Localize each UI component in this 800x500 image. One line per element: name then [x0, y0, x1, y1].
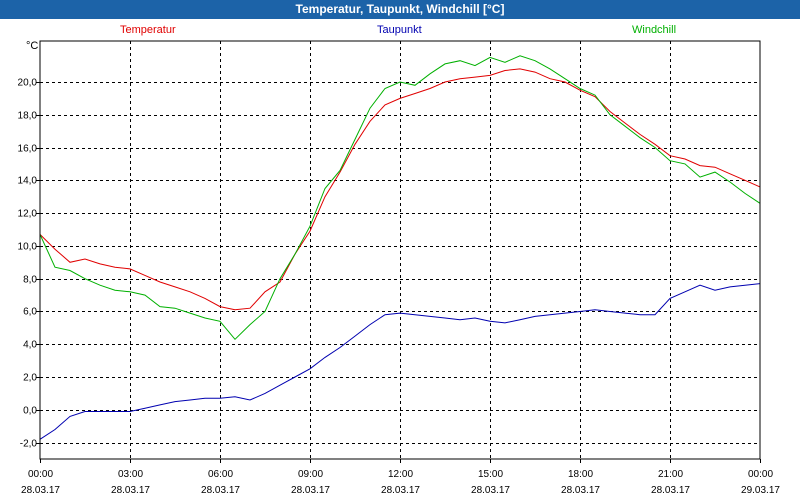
x-tick-date-label: 28.03.17: [21, 485, 60, 496]
y-tick-label: -2,0: [20, 439, 38, 450]
y-axis-unit-label: °C: [26, 40, 39, 52]
x-tick-time-label: 03:00: [118, 469, 143, 480]
x-tick-time-label: 00:00: [28, 469, 53, 480]
legend-item-taupunkt: Taupunkt: [377, 24, 422, 36]
x-tick-date-label: 29.03.17: [741, 485, 780, 496]
y-tick-label: 10,0: [18, 242, 38, 253]
series-line-taupunkt: [39, 283, 761, 440]
x-tick-date-label: 28.03.17: [471, 485, 510, 496]
y-tick-label: 20,0: [18, 78, 38, 89]
y-tick-label: 2,0: [23, 373, 37, 384]
y-tick-label: 4,0: [23, 340, 37, 351]
x-tick-date-label: 28.03.17: [291, 485, 330, 496]
x-tick-time-label: 21:00: [658, 469, 683, 480]
chart-title: Temperatur, Taupunkt, Windchill [°C]: [0, 0, 800, 19]
x-tick-time-label: 06:00: [208, 469, 233, 480]
y-tick-label: 8,0: [23, 275, 37, 286]
y-tick-label: 14,0: [18, 176, 38, 187]
x-tick-date-label: 28.03.17: [201, 485, 240, 496]
x-tick-time-label: 18:00: [568, 469, 593, 480]
series-line-temperatur: [39, 68, 761, 311]
legend-item-windchill: Windchill: [632, 24, 677, 36]
y-tick-label: 12,0: [18, 209, 38, 220]
series-line-windchill: [39, 55, 761, 341]
plot-frame: [39, 40, 761, 460]
legend-item-temperatur: Temperatur: [120, 24, 176, 36]
x-tick-date-label: 28.03.17: [381, 485, 420, 496]
x-tick-time-label: 15:00: [478, 469, 503, 480]
x-tick-date-label: 28.03.17: [111, 485, 150, 496]
x-tick-date-label: 28.03.17: [651, 485, 690, 496]
x-tick-time-label: 12:00: [388, 469, 413, 480]
y-tick-label: 16,0: [18, 144, 38, 155]
x-tick-time-label: 09:00: [298, 469, 323, 480]
x-tick-date-label: 28.03.17: [561, 485, 600, 496]
y-tick-label: 18,0: [18, 111, 38, 122]
x-tick-time-label: 00:00: [748, 469, 773, 480]
y-tick-label: 0,0: [23, 406, 37, 417]
y-tick-label: 6,0: [23, 307, 37, 318]
